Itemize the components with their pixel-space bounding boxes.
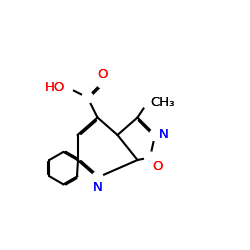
Text: O: O bbox=[97, 68, 108, 80]
Circle shape bbox=[150, 130, 160, 140]
Text: N: N bbox=[92, 181, 102, 194]
Circle shape bbox=[144, 152, 156, 163]
Text: N: N bbox=[92, 181, 102, 194]
Text: HO: HO bbox=[45, 81, 66, 94]
Circle shape bbox=[142, 97, 153, 108]
Text: N: N bbox=[159, 128, 168, 141]
Text: N: N bbox=[159, 128, 168, 141]
Text: O: O bbox=[152, 160, 162, 173]
Text: O: O bbox=[97, 68, 108, 80]
Text: HO: HO bbox=[45, 81, 66, 94]
Text: O: O bbox=[152, 160, 162, 173]
Text: CH₃: CH₃ bbox=[150, 96, 174, 109]
Circle shape bbox=[97, 77, 108, 88]
Text: CH₃: CH₃ bbox=[150, 96, 174, 109]
Circle shape bbox=[62, 82, 73, 93]
Circle shape bbox=[82, 92, 93, 103]
Circle shape bbox=[92, 172, 103, 183]
